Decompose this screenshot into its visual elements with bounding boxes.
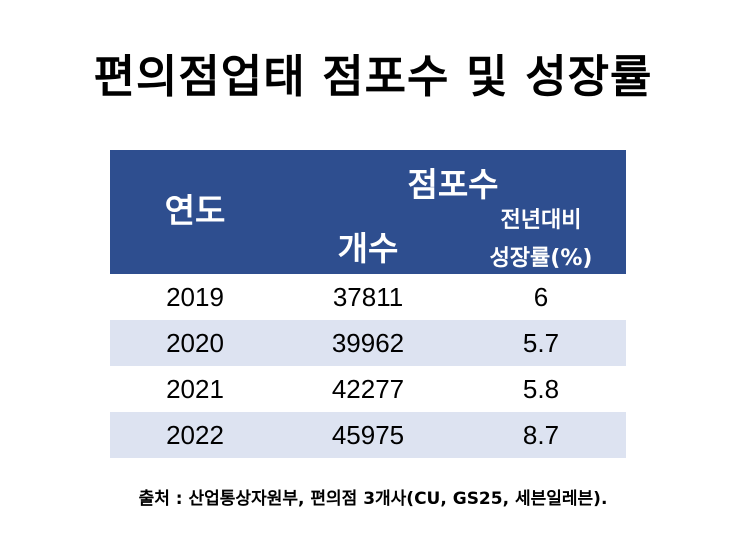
- header-growth-line2: 성장률(%): [489, 246, 593, 271]
- cell-count: 45975: [331, 419, 405, 450]
- table-row: 2020 39962 5.7: [110, 320, 626, 366]
- header-growth: 전년대비 성장률(%): [456, 202, 626, 278]
- cell-count: 37811: [332, 281, 404, 312]
- table-row: 2021 42277 5.8: [110, 366, 626, 412]
- cell-count: 39962: [331, 327, 405, 358]
- table-header: 연도 점포수 개수 전년대비 성장률(%): [110, 150, 626, 274]
- source-note: 출처 : 산업통상자원부, 편의점 3개사(CU, GS25, 세븐일레븐).: [138, 489, 608, 509]
- table-row: 2022 45975 8.7: [110, 412, 626, 458]
- store-count-table: 연도 점포수 개수 전년대비 성장률(%) 2019 37811 6 2020 …: [110, 150, 626, 458]
- header-year: 연도: [164, 191, 226, 230]
- header-growth-line1: 전년대비: [500, 208, 582, 233]
- cell-year: 2020: [166, 327, 224, 358]
- table-row: 2019 37811 6: [110, 274, 626, 320]
- cell-count: 42277: [331, 373, 405, 404]
- cell-growth: 6: [533, 281, 549, 312]
- cell-year: 2021: [166, 373, 224, 404]
- page-title: 편의점업태 점포수 및 성장률: [93, 50, 653, 103]
- cell-growth: 8.7: [522, 419, 560, 450]
- header-store-count-group: 점포수: [407, 165, 499, 204]
- cell-growth: 5.8: [522, 373, 560, 404]
- cell-year: 2019: [166, 281, 224, 312]
- cell-year: 2022: [166, 419, 224, 450]
- header-count: 개수: [337, 229, 399, 268]
- cell-growth: 5.7: [522, 327, 560, 358]
